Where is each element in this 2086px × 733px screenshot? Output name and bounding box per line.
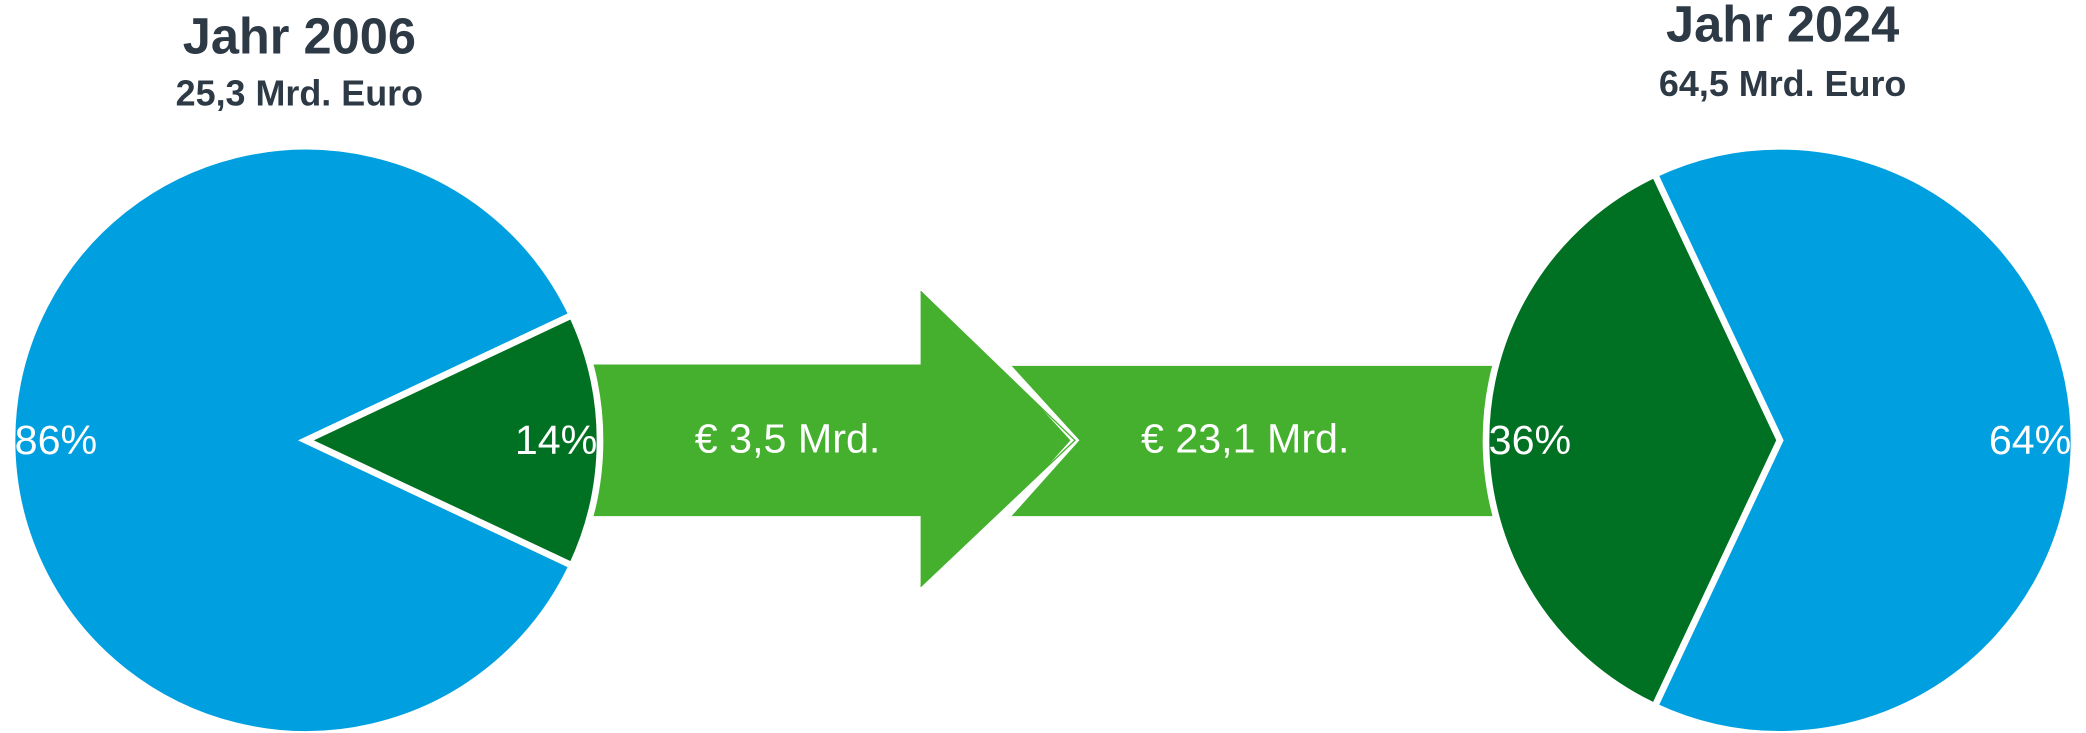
pie-label: 86% [15, 417, 97, 463]
chart-title: Jahr 2024 [1666, 0, 1899, 52]
chart-subtitle: 64,5 Mrd. Euro [1659, 63, 1906, 104]
arrow-label: € 23,1 Mrd. [1141, 416, 1349, 462]
pie-slice [298, 310, 604, 570]
pie-label: 14% [515, 417, 598, 463]
pie-label: 64% [1989, 417, 2072, 463]
chart-title: Jahr 2006 [183, 7, 416, 64]
arrows [585, 290, 1504, 588]
pie-slice [1482, 169, 1784, 711]
band [1007, 365, 1504, 517]
pie-slice [8, 143, 577, 733]
pie-label: 36% [1489, 417, 1572, 463]
arrow-label: € 3,5 Mrd. [695, 416, 881, 462]
pie-slice [1650, 143, 2078, 733]
chart-subtitle: 25,3 Mrd. Euro [176, 72, 423, 113]
arrow [585, 291, 1075, 587]
arrow-edge [920, 290, 1076, 588]
